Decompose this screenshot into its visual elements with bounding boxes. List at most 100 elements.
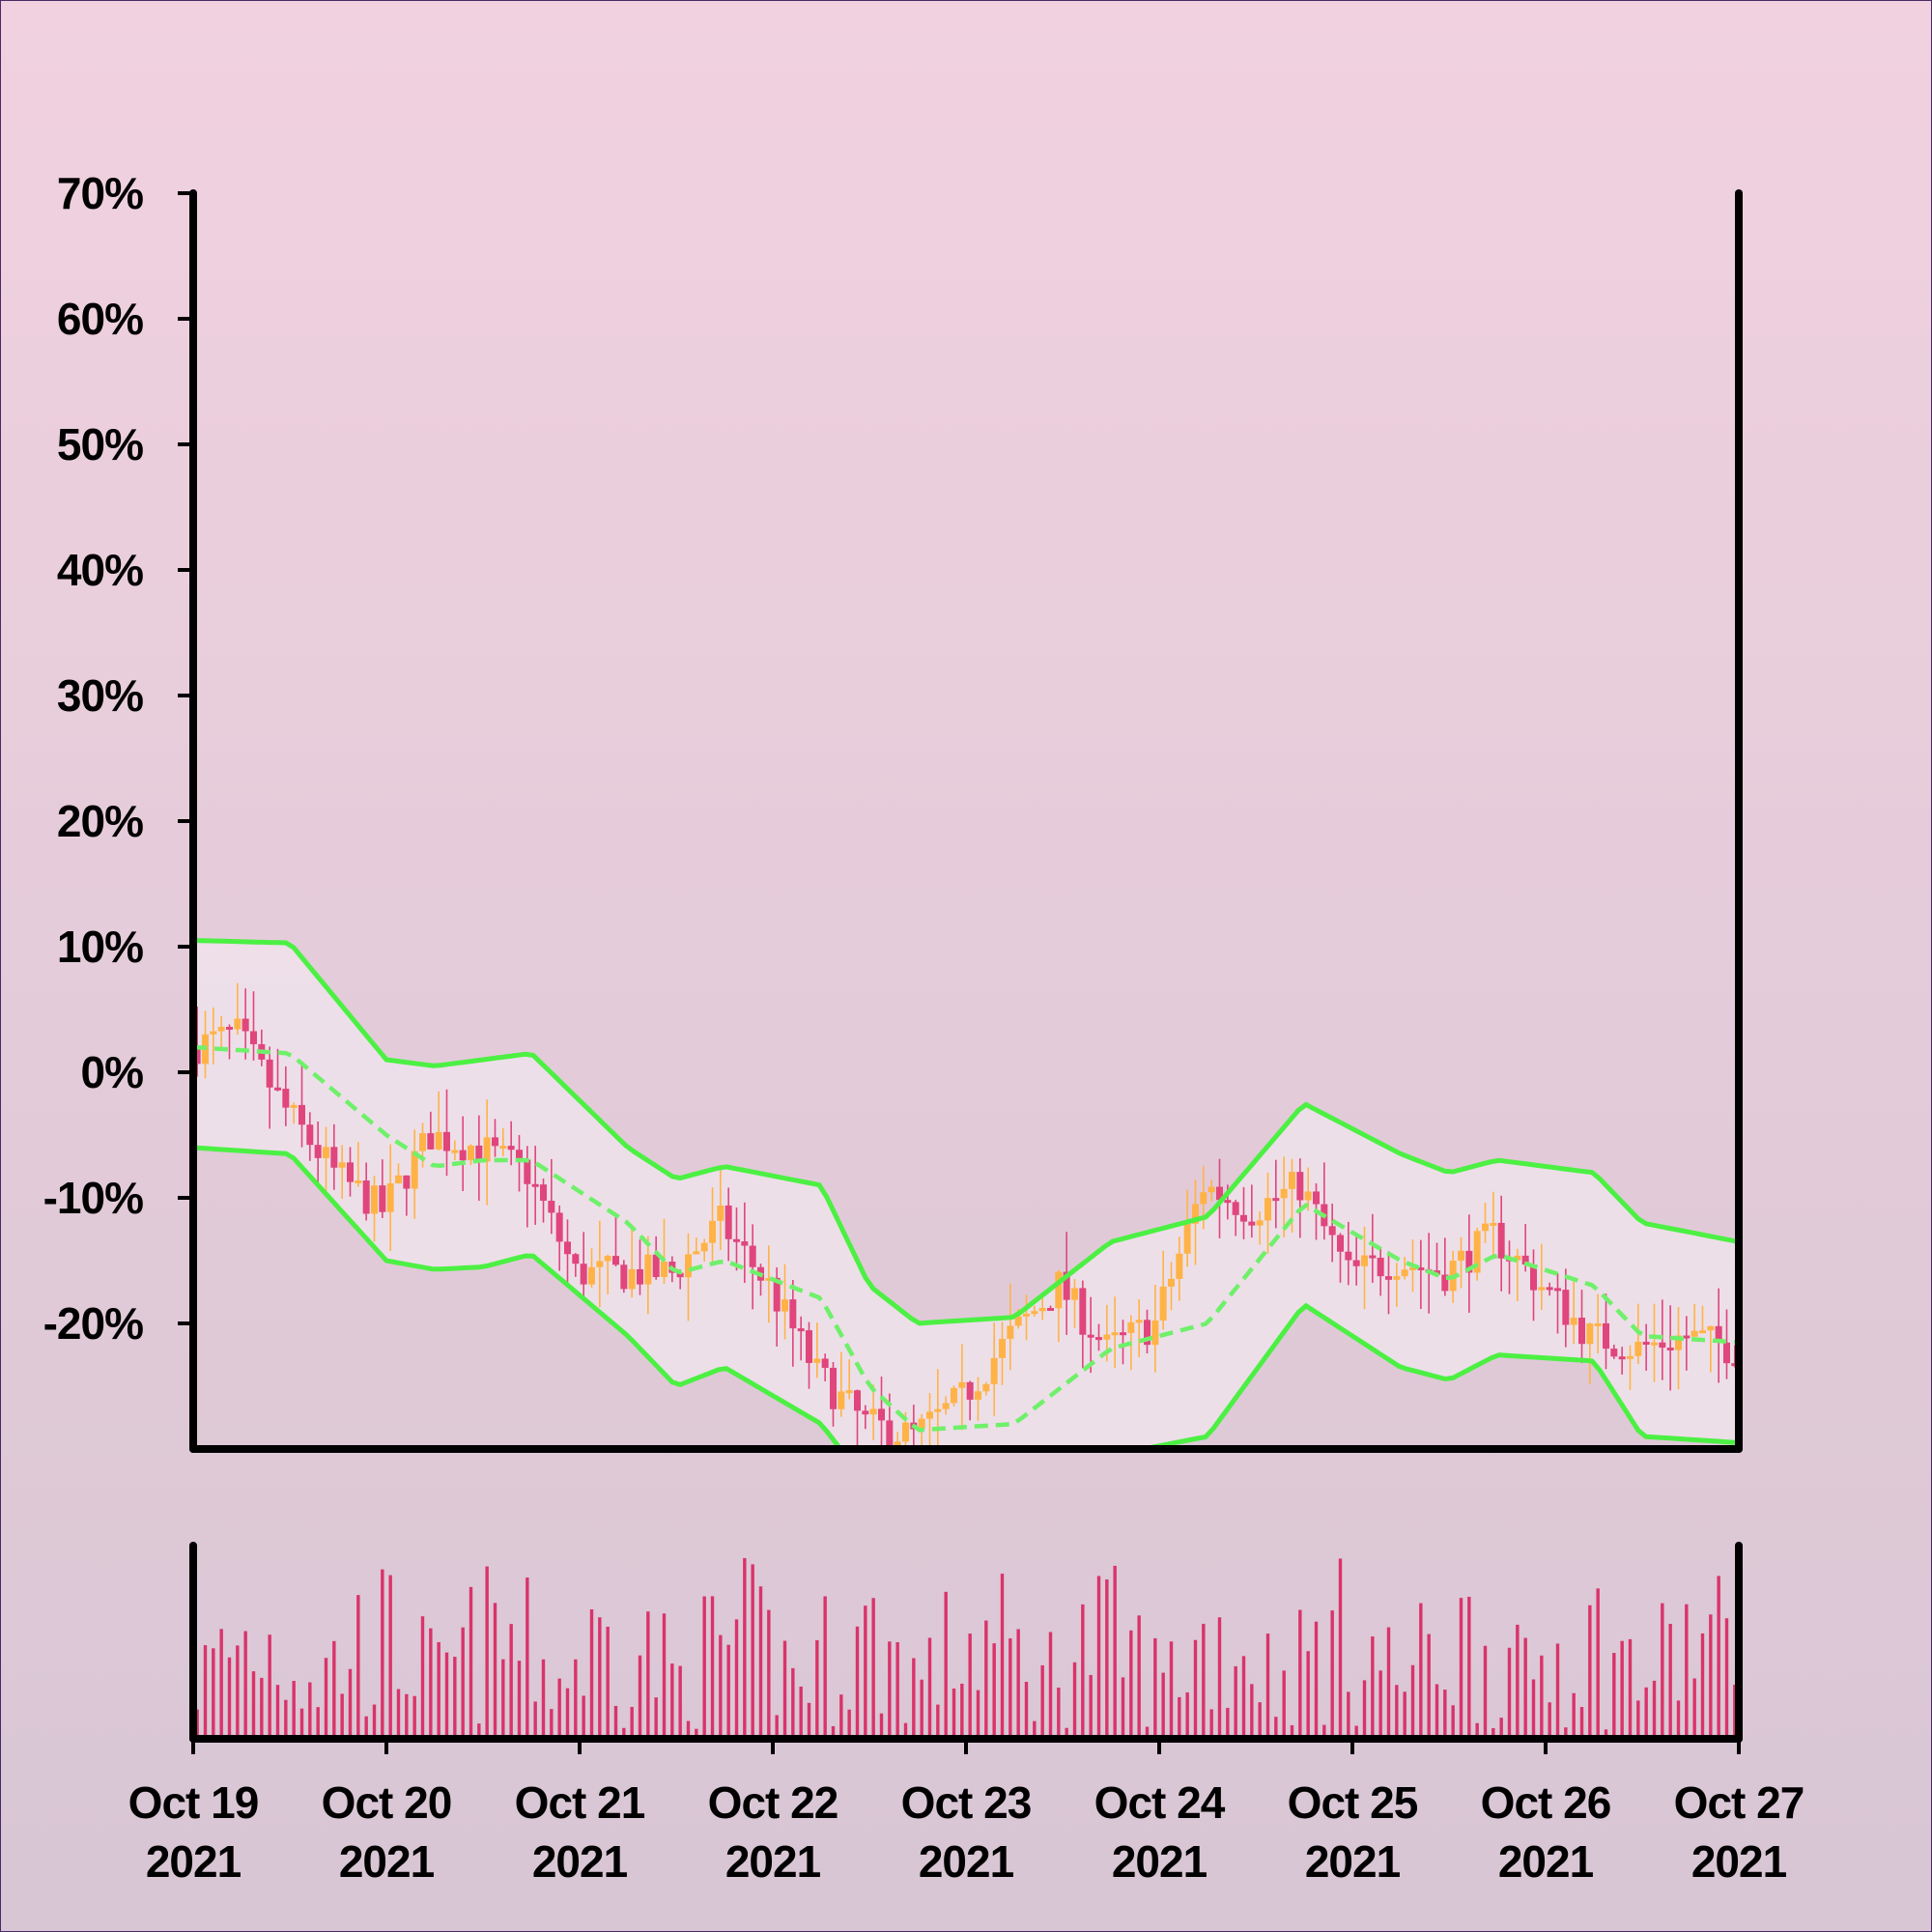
candle-body <box>1627 1355 1634 1359</box>
x-tick-label-year: 2021 <box>146 1836 242 1887</box>
candle-body <box>1603 1322 1609 1350</box>
volume-bar <box>1265 1634 1270 1739</box>
candle-body <box>516 1150 523 1160</box>
candle-body <box>1514 1255 1521 1261</box>
volume-bar <box>557 1678 561 1739</box>
volume-bar <box>1234 1665 1237 1739</box>
candle-body <box>499 1146 507 1150</box>
candle-body <box>362 1180 370 1214</box>
x-tick-label-date: Oct 22 <box>708 1777 838 1828</box>
volume-bar <box>1555 1643 1560 1739</box>
candle-body <box>323 1147 329 1158</box>
candle-body <box>604 1256 611 1262</box>
candle-body <box>1458 1250 1464 1262</box>
volume-bar <box>1644 1687 1648 1739</box>
candle-body <box>741 1241 749 1246</box>
volume-bar <box>1169 1641 1174 1739</box>
volume-bar <box>485 1566 489 1739</box>
volume-bar <box>1548 1702 1551 1739</box>
candle-body <box>724 1205 732 1239</box>
volume-bar <box>348 1668 353 1739</box>
candle-body <box>564 1241 571 1255</box>
volume-bar <box>1709 1614 1713 1739</box>
candle-body <box>330 1147 338 1168</box>
candle-body <box>1087 1334 1094 1338</box>
candle-body <box>347 1162 354 1182</box>
volume-bar <box>912 1658 916 1739</box>
volume-bar <box>726 1644 730 1739</box>
volume-bar <box>533 1701 537 1739</box>
candle-body <box>1055 1271 1063 1309</box>
candle-body <box>1401 1269 1408 1277</box>
candle-body <box>999 1339 1006 1358</box>
candle-body <box>1345 1251 1352 1261</box>
volume-bar <box>1661 1603 1664 1739</box>
volume-bar <box>284 1699 288 1739</box>
candle-body <box>306 1124 314 1146</box>
volume-bar <box>1096 1576 1101 1739</box>
x-tick-label-date: Oct 26 <box>1481 1777 1611 1828</box>
candle-body <box>789 1299 797 1329</box>
volume-bar <box>582 1695 585 1739</box>
bollinger-upper-line <box>193 938 1739 1326</box>
candle-body <box>1159 1286 1167 1321</box>
candle-body <box>845 1390 853 1394</box>
x-tick-label-date: Oct 24 <box>1094 1777 1226 1828</box>
volume-bar <box>469 1586 473 1739</box>
candle-body <box>878 1408 885 1421</box>
candle-body <box>1675 1335 1682 1350</box>
candle-body <box>1232 1202 1239 1215</box>
candle-body <box>990 1357 998 1384</box>
volume-bar <box>1362 1680 1367 1739</box>
candle-body <box>612 1256 619 1265</box>
candle-body <box>226 1026 233 1030</box>
volume-bar <box>292 1681 296 1739</box>
candle-body <box>1272 1198 1280 1202</box>
candle-body <box>918 1418 925 1430</box>
candle-body <box>1634 1341 1642 1356</box>
candle-body <box>1216 1186 1223 1201</box>
candle-body <box>628 1268 636 1290</box>
volume-bar <box>1354 1725 1358 1739</box>
candle-body <box>1586 1323 1594 1345</box>
volume-bar <box>1258 1702 1262 1739</box>
candle-body <box>1441 1274 1449 1292</box>
volume-bar <box>1371 1636 1375 1739</box>
volume-bar <box>364 1716 368 1739</box>
volume-bar <box>308 1682 312 1739</box>
volume-bar <box>670 1663 674 1739</box>
volume-bar <box>1033 1720 1037 1739</box>
candle-body <box>1103 1334 1111 1340</box>
volume-bar <box>807 1702 811 1739</box>
volume-bar <box>1419 1603 1423 1739</box>
candle-body <box>1369 1255 1377 1259</box>
volume-bar <box>212 1648 215 1739</box>
candle-body <box>596 1261 604 1267</box>
candle-body <box>1280 1188 1288 1199</box>
volume-bar <box>1700 1633 1705 1739</box>
volume-bar <box>412 1695 416 1739</box>
volume-bar <box>1540 1655 1544 1739</box>
volume-bar <box>719 1634 723 1739</box>
volume-bar <box>839 1694 843 1739</box>
volume-bar <box>1483 1645 1488 1739</box>
bollinger-band-fill <box>193 940 1739 1449</box>
volume-bar <box>743 1557 747 1739</box>
candle-body <box>1352 1260 1360 1266</box>
candle-body <box>1690 1330 1698 1337</box>
candle-body <box>1465 1250 1473 1273</box>
band-area <box>193 940 1739 1449</box>
x-tick-label-year: 2021 <box>1691 1836 1787 1887</box>
volume-bar <box>960 1683 964 1739</box>
volume-bar <box>1403 1691 1406 1739</box>
volume-bar <box>1193 1639 1198 1739</box>
volume-bar <box>550 1709 554 1739</box>
volume-bar <box>1451 1705 1455 1739</box>
y-tick-label: 20% <box>57 796 143 846</box>
candle-body <box>1473 1231 1481 1273</box>
volume-bar <box>1652 1680 1657 1739</box>
candle-body <box>1409 1266 1416 1270</box>
candle-body <box>1497 1222 1505 1259</box>
volume-bar <box>944 1591 948 1739</box>
